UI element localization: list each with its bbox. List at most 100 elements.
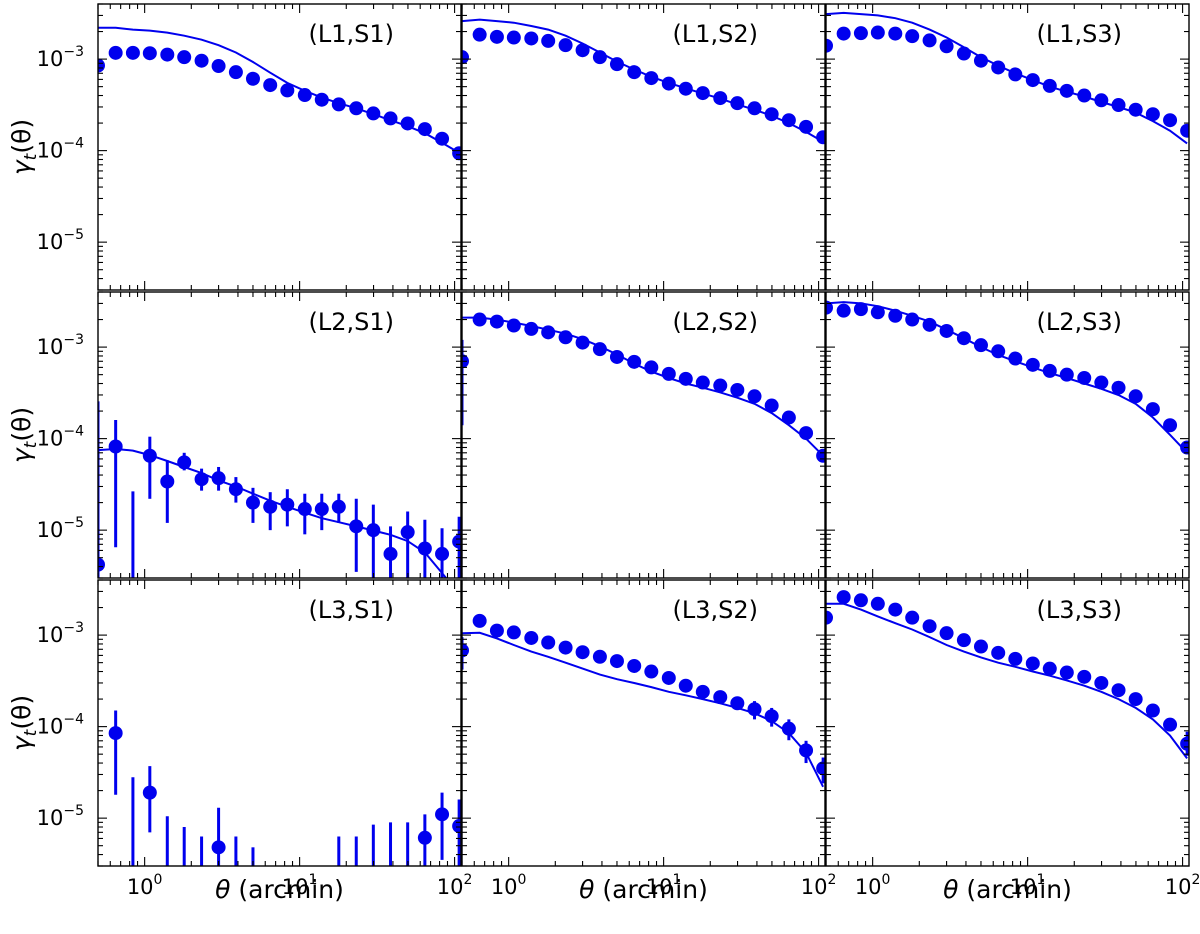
- panel-grid: (L1,S1)10−510−410−3(L1,S2) (L1,S3)(L2,S1)…: [37, 3, 1200, 899]
- panel-frame: [461, 291, 826, 579]
- model-line: [462, 316, 824, 457]
- panel-l2s3: (L2,S3): [825, 291, 1190, 579]
- data-point: [314, 502, 329, 517]
- panel-l2s1: (L2,S1)10−510−410−3: [37, 291, 462, 579]
- data-point: [826, 38, 833, 53]
- data-point: [661, 76, 676, 91]
- panel-label: (L1,S3): [1037, 20, 1123, 48]
- data-point: [695, 375, 710, 390]
- y-axis-title: γt(θ): [7, 119, 41, 175]
- data-point: [781, 410, 796, 425]
- plot-area: [826, 11, 1189, 145]
- model-line: [98, 26, 460, 154]
- data-point: [713, 690, 728, 705]
- panel-label: (L3,S2): [673, 596, 759, 624]
- data-point: [489, 314, 504, 329]
- y-tick-exponent: −5: [63, 227, 84, 243]
- y-tick-label: 10−3: [37, 332, 84, 359]
- y-tick-label: 10−5: [37, 515, 84, 542]
- model-line: [462, 631, 824, 788]
- data-point: [489, 623, 504, 638]
- x-tick-base: 10: [127, 875, 154, 899]
- y-axis-title-args: (θ): [7, 119, 36, 154]
- data-point: [263, 78, 278, 93]
- data-point: [592, 342, 607, 357]
- x-tick-exponent: 2: [1191, 872, 1200, 888]
- x-axis-title-unit: (arcmin): [958, 875, 1071, 904]
- x-tick-base: 10: [1165, 875, 1192, 899]
- data-point: [98, 58, 105, 73]
- data-point: [1025, 656, 1040, 671]
- data-point: [816, 761, 825, 776]
- x-tick-label: 101: [646, 872, 682, 899]
- data-point: [678, 678, 693, 693]
- x-tick-label: 100: [855, 872, 891, 899]
- data-point: [472, 613, 487, 628]
- data-point: [1008, 67, 1023, 82]
- data-point: [452, 534, 461, 549]
- x-tick-label: 100: [491, 872, 527, 899]
- data-point: [695, 684, 710, 699]
- data-point: [280, 83, 295, 98]
- panel-l3s3: (L3,S3)100 101 102: [825, 579, 1200, 899]
- data-point: [764, 709, 779, 724]
- data-point: [160, 47, 175, 62]
- data-point: [836, 303, 851, 318]
- data-point: [1111, 683, 1126, 698]
- data-point: [799, 743, 814, 758]
- data-point: [870, 25, 885, 40]
- data-point: [1008, 651, 1023, 666]
- data-point: [452, 146, 461, 161]
- y-tick-label: 10−5: [37, 803, 84, 830]
- x-tick-base: 10: [437, 875, 464, 899]
- data-point: [853, 302, 868, 317]
- data-point: [383, 546, 398, 561]
- x-tick-base: 10: [1010, 875, 1037, 899]
- panel-label: (L1,S2): [673, 20, 759, 48]
- data-point: [211, 840, 226, 855]
- data-point: [609, 57, 624, 72]
- plot-area: [98, 26, 461, 161]
- data-point: [245, 495, 260, 510]
- y-axis-title-symbol: γ: [7, 447, 36, 463]
- panel-l2s2: (L2,S2): [461, 291, 826, 579]
- data-point: [417, 830, 432, 845]
- data-point: [417, 122, 432, 137]
- data-point: [462, 50, 469, 65]
- data-point: [400, 525, 415, 540]
- data-point: [870, 305, 885, 320]
- x-tick-base: 10: [855, 875, 882, 899]
- plot-area: [826, 300, 1189, 455]
- data-point: [973, 639, 988, 654]
- data-point: [836, 590, 851, 605]
- data-point: [888, 26, 903, 41]
- data-point: [160, 474, 175, 489]
- data-point: [1077, 88, 1092, 103]
- y-tick-base: 10: [37, 623, 64, 647]
- data-point: [177, 50, 192, 65]
- panel-frame: [97, 291, 462, 579]
- panel-label: (L2,S1): [309, 308, 395, 336]
- data-point: [314, 92, 329, 107]
- y-tick-base: 10: [37, 139, 64, 163]
- data-point: [1094, 93, 1109, 108]
- x-tick-label: 102: [801, 872, 837, 899]
- data-point: [1145, 703, 1160, 718]
- data-point: [108, 439, 123, 454]
- data-point: [366, 523, 381, 538]
- data-point: [644, 360, 659, 375]
- x-tick-exponent: 1: [673, 872, 682, 888]
- y-tick-exponent: −3: [63, 620, 84, 636]
- data-point: [435, 546, 450, 561]
- data-point: [472, 27, 487, 42]
- data-point: [142, 785, 157, 800]
- data-point: [1180, 736, 1189, 751]
- panel-l1s3: (L1,S3): [825, 3, 1190, 291]
- data-point: [1163, 113, 1178, 128]
- model-line: [826, 301, 1188, 454]
- data-point: [228, 482, 243, 497]
- data-point: [1042, 661, 1057, 676]
- x-tick-exponent: 1: [1037, 872, 1046, 888]
- data-point: [853, 26, 868, 41]
- data-point: [558, 640, 573, 655]
